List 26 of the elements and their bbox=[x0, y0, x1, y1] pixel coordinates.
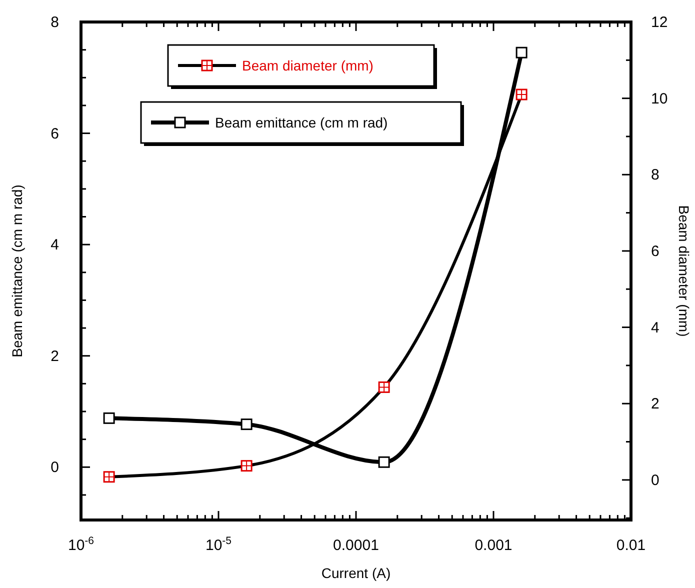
point bbox=[378, 456, 390, 468]
legend-label: Beam diameter (mm) bbox=[242, 58, 374, 74]
y2-tick-label: 2 bbox=[651, 396, 660, 413]
x-tick-label: 0.0001 bbox=[333, 537, 379, 554]
y-axis-title: Beam emittance (cm m rad) bbox=[9, 184, 25, 358]
y2-tick-label: 6 bbox=[651, 242, 660, 260]
y-tick-label: 6 bbox=[50, 125, 59, 142]
point bbox=[103, 412, 115, 424]
y2-tick-label: 10 bbox=[651, 90, 668, 108]
point bbox=[516, 46, 528, 58]
x-tick-label: 0.01 bbox=[616, 537, 646, 554]
legend-label: Beam emittance (cm m rad) bbox=[215, 114, 388, 130]
x-tick-label: 10$^{-6}$ bbox=[68, 535, 94, 554]
y2-tick-label: 4 bbox=[651, 319, 660, 336]
y-tick-label: 2 bbox=[50, 348, 59, 365]
y-tick-label: 8 bbox=[50, 14, 59, 31]
y2-tick-label: 0 bbox=[651, 472, 660, 489]
y2-tick-label: 12 bbox=[651, 14, 668, 31]
y-tick-label: 0 bbox=[50, 459, 59, 476]
x-tick-label: 0.001 bbox=[474, 537, 512, 554]
x-tick-label: 10$^{-5}$ bbox=[205, 535, 232, 554]
y2-axis-title: Beam diameter (mm) bbox=[676, 205, 692, 337]
y-tick-label: 4 bbox=[50, 236, 59, 254]
point bbox=[240, 418, 252, 430]
y2-tick-label: 8 bbox=[651, 166, 660, 184]
x-axis-title: Current (A) bbox=[321, 565, 391, 581]
